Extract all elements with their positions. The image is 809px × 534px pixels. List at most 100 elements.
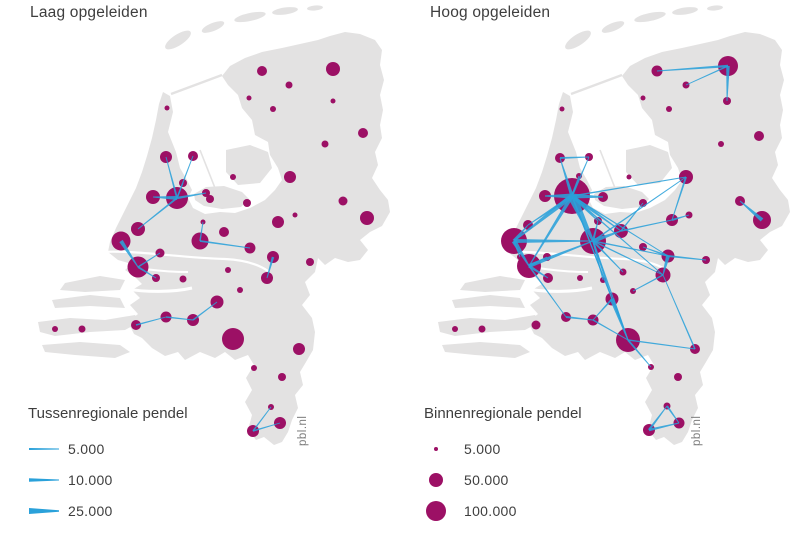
legend-symbol bbox=[424, 469, 456, 491]
legend-value-label: 50.000 bbox=[464, 471, 509, 488]
river bbox=[121, 286, 193, 293]
commuter-region-node bbox=[321, 140, 329, 148]
commuter-region-node bbox=[292, 212, 298, 218]
commuter-flow-line bbox=[592, 230, 622, 244]
wadden-island bbox=[165, 30, 191, 50]
legend-intraregional-commuting: Binnenregionale pendel 5.000 50.000 100.00… bbox=[424, 405, 654, 526]
commuter-flow-line bbox=[119, 239, 139, 268]
legend-interregional-commuting: Tussenregionale pendel 5.000 10.000 25.000 bbox=[28, 405, 258, 526]
commuter-flow-line bbox=[137, 252, 161, 268]
commuter-region-node bbox=[718, 141, 724, 147]
commuter-flow-line bbox=[627, 339, 652, 368]
commuter-region-node bbox=[222, 328, 244, 350]
commuter-flow-line bbox=[528, 265, 567, 318]
map-left-netherlands: pbl.nl bbox=[38, 5, 390, 447]
commuter-region-node bbox=[272, 216, 284, 228]
commuter-region-node bbox=[577, 275, 583, 281]
commuter-flow-line bbox=[620, 202, 644, 232]
commuter-flow-line bbox=[571, 195, 669, 257]
commuter-region-node bbox=[682, 81, 690, 89]
commuter-flow-line bbox=[609, 298, 629, 341]
commuter-region-node bbox=[452, 326, 458, 332]
commuter-flow-line bbox=[514, 239, 593, 243]
flow-width-symbol bbox=[29, 507, 59, 514]
commuter-flow-line bbox=[559, 157, 574, 197]
commuter-flow-line bbox=[165, 316, 194, 321]
commuter-region-node bbox=[285, 81, 293, 89]
commuter-flow-line bbox=[199, 240, 251, 249]
wadden-island bbox=[201, 21, 225, 33]
commuter-region-node bbox=[230, 174, 236, 180]
commuter-region-node bbox=[278, 373, 286, 381]
commuter-flow-line bbox=[527, 194, 573, 226]
commuter-region-node bbox=[219, 227, 229, 237]
houtribdijk bbox=[199, 149, 216, 189]
legend-item: 5.000 bbox=[28, 433, 258, 464]
map-title-right: Hoog opgeleiden bbox=[430, 4, 551, 21]
commuter-flow-line bbox=[252, 422, 281, 432]
commuter-flow-line bbox=[571, 175, 580, 197]
river bbox=[99, 250, 269, 272]
legend-item: 5.000 bbox=[424, 433, 654, 464]
flevoland-polder bbox=[194, 186, 249, 209]
legend-item: 25.000 bbox=[28, 495, 258, 526]
commuter-region-node bbox=[338, 196, 348, 206]
pbl-watermark: pbl.nl bbox=[297, 416, 309, 447]
zeeland-island bbox=[38, 315, 140, 336]
legend-symbol bbox=[28, 473, 60, 487]
commuter-flow-line bbox=[666, 405, 680, 424]
commuter-region-node bbox=[478, 325, 486, 333]
commuter-flow-line bbox=[545, 193, 572, 199]
commuter-region-node bbox=[754, 131, 764, 141]
commuter-region-node bbox=[251, 365, 257, 371]
commuter-flow-line bbox=[176, 182, 184, 199]
commuter-region-node bbox=[531, 320, 541, 330]
commuter-region-node bbox=[257, 66, 267, 76]
node-size-symbol bbox=[426, 500, 446, 521]
commuter-region-node bbox=[225, 267, 231, 273]
flow-legend-rows: 5.000 10.000 25.000 bbox=[28, 433, 258, 526]
legend-symbol bbox=[28, 504, 60, 518]
commuter-flow-line bbox=[662, 274, 696, 350]
commuter-region-node bbox=[243, 199, 251, 207]
legend-item: 50.000 bbox=[424, 464, 654, 495]
commuter-flow-line bbox=[571, 195, 613, 300]
commuter-flow-line bbox=[152, 196, 178, 200]
commuter-flow-line bbox=[642, 246, 669, 257]
wadden-island bbox=[272, 7, 298, 15]
netherlands-geography bbox=[38, 5, 390, 445]
commuter-flow-line bbox=[592, 176, 687, 242]
flow-width-symbol bbox=[29, 447, 59, 450]
commuter-flow-line bbox=[135, 316, 167, 326]
commuter-flow-line bbox=[165, 156, 178, 199]
commuter-flow-line bbox=[667, 255, 707, 261]
commuter-flow-line bbox=[648, 422, 680, 432]
commuter-flow-line bbox=[266, 256, 275, 279]
commuter-region-node bbox=[330, 98, 336, 104]
node-legend-rows: 5.000 50.000 100.000 bbox=[424, 433, 654, 526]
commuter-flow-line bbox=[591, 220, 599, 242]
commuter-flow-line bbox=[592, 240, 604, 281]
commuter-region-node bbox=[52, 326, 58, 332]
commuter-flow-line bbox=[592, 319, 629, 341]
legend-title: Binnenregionale pendel bbox=[424, 405, 582, 422]
pbl-watermark: pbl.nl bbox=[691, 416, 703, 447]
commuter-region-node bbox=[674, 373, 682, 381]
commuter-flow-line bbox=[513, 240, 521, 258]
commuter-region-node bbox=[270, 106, 276, 112]
commuter-region-node bbox=[164, 105, 170, 111]
flow-width-symbol bbox=[29, 477, 59, 482]
flow-layer bbox=[511, 64, 764, 432]
commuter-flow-line bbox=[671, 214, 690, 221]
commuter-region-node bbox=[326, 62, 340, 76]
legend-value-label: 100.000 bbox=[464, 502, 517, 519]
legend-value-label: 5.000 bbox=[68, 440, 105, 457]
commuter-region-node bbox=[360, 211, 374, 225]
legend-title: Tussenregionale pendel bbox=[28, 405, 188, 422]
wadden-island bbox=[234, 11, 266, 23]
commuter-region-node bbox=[246, 95, 252, 101]
commuter-region-node bbox=[206, 195, 214, 203]
node-layer bbox=[52, 62, 374, 437]
commuter-region-node bbox=[237, 287, 243, 293]
